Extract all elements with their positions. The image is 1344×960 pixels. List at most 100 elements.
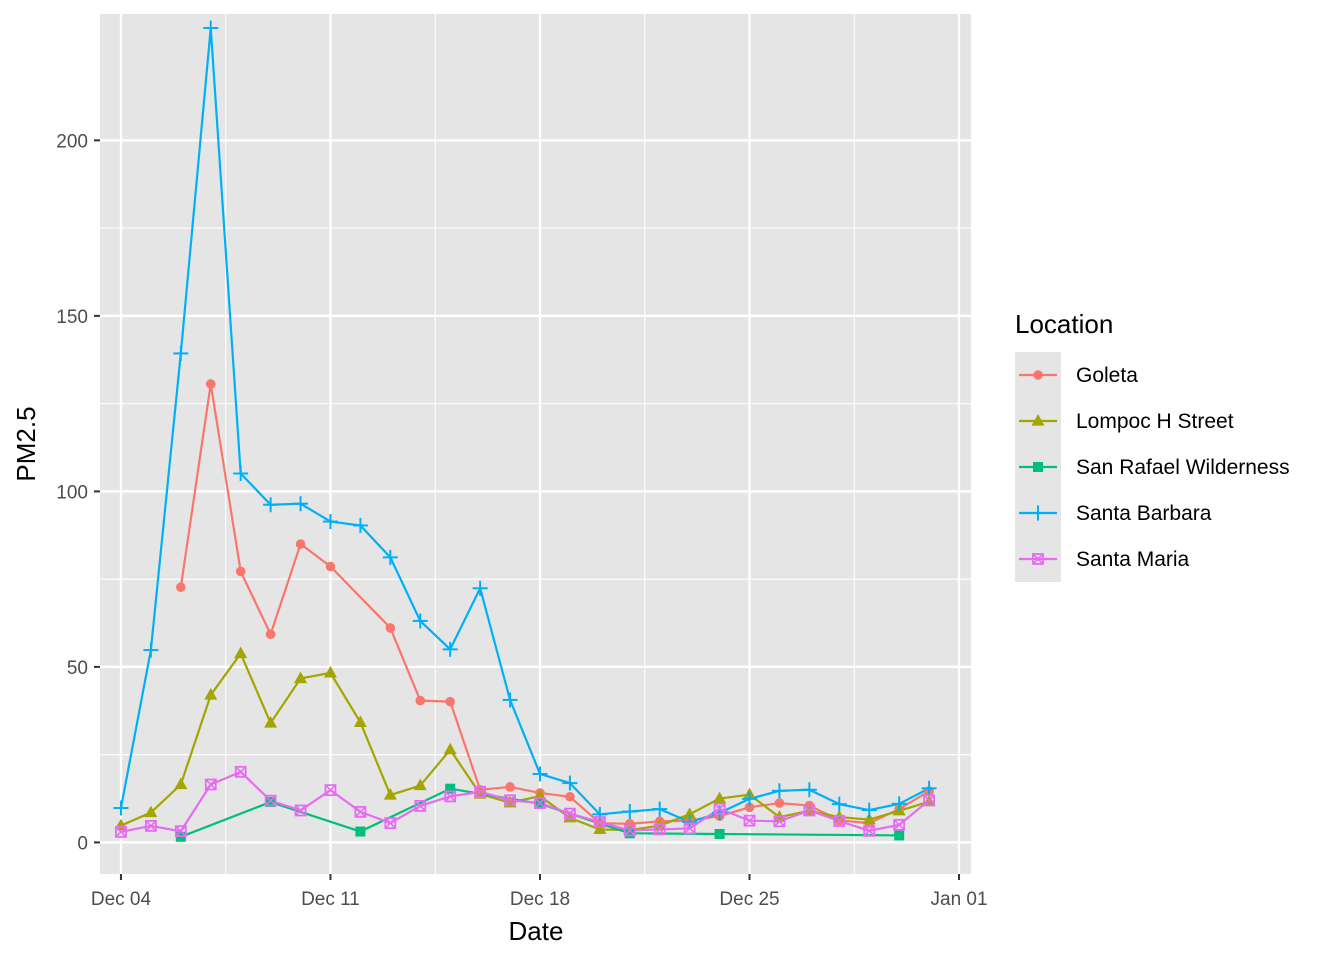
data-point-lompoc-h-street xyxy=(174,777,188,790)
data-point-santa-barbara xyxy=(352,517,368,533)
data-point-lompoc-h-street xyxy=(264,716,278,728)
data-point-santa-barbara xyxy=(532,766,548,782)
data-point-goleta xyxy=(744,802,755,813)
data-point-santa-maria xyxy=(593,816,606,828)
data-point-santa-maria xyxy=(444,790,457,803)
data-point-goleta xyxy=(505,782,515,792)
data-point-santa-barbara xyxy=(382,549,398,565)
data-point-santa-barbara xyxy=(412,613,428,629)
data-point-santa-maria xyxy=(773,815,786,828)
data-point-goleta xyxy=(176,582,186,593)
legend-item-santa-maria: Santa Maria xyxy=(1015,536,1190,582)
x-tick-label: Jan 01 xyxy=(931,889,988,910)
data-point-santa-maria xyxy=(713,802,726,815)
data-point-san-rafael-wilderness xyxy=(355,826,366,837)
legend-label: San Rafael Wilderness xyxy=(1076,456,1290,479)
x-axis: Dec 04 Dec 11 Dec 18 Dec 25 Jan 01 xyxy=(91,874,988,910)
data-point-santa-barbara xyxy=(622,804,638,820)
data-point-santa-maria xyxy=(623,824,636,837)
data-point-san-rafael-wilderness xyxy=(445,783,456,794)
data-point-lompoc-h-street xyxy=(294,671,308,684)
x-tick-label: Dec 18 xyxy=(510,889,570,910)
y-axis: 0 50 100 150 200 xyxy=(56,131,100,854)
series-markers xyxy=(113,20,937,842)
data-point-lompoc-h-street xyxy=(383,788,397,800)
series-line-lompoc-h-street xyxy=(120,652,930,832)
legend-label: Goleta xyxy=(1076,364,1138,387)
data-point-santa-maria xyxy=(534,797,546,809)
legend-key-marker xyxy=(1031,414,1045,426)
y-tick-label: 100 xyxy=(56,482,88,503)
legend-key-marker xyxy=(1030,505,1046,521)
legend-key-marker xyxy=(1033,370,1043,380)
data-point-santa-maria xyxy=(743,814,756,827)
data-point-santa-barbara xyxy=(891,796,907,812)
data-point-lompoc-h-street xyxy=(443,742,457,755)
data-point-santa-barbara xyxy=(293,496,309,512)
data-point-santa-barbara xyxy=(113,800,129,816)
data-point-santa-maria xyxy=(174,825,187,838)
data-point-santa-barbara xyxy=(143,642,159,658)
data-point-santa-maria xyxy=(833,815,846,827)
data-point-santa-maria xyxy=(294,804,307,817)
y-axis-title: PM2.5 xyxy=(11,406,41,481)
x-axis-title: Date xyxy=(509,916,564,946)
data-point-santa-maria xyxy=(683,822,696,835)
data-point-goleta xyxy=(205,379,216,389)
legend-label: Lompoc H Street xyxy=(1076,410,1234,433)
data-point-goleta xyxy=(235,566,246,577)
data-point-santa-barbara xyxy=(771,783,787,799)
data-point-santa-maria xyxy=(384,817,397,830)
data-point-san-rafael-wilderness xyxy=(714,828,725,839)
data-point-santa-barbara xyxy=(652,801,668,817)
data-point-goleta xyxy=(385,623,396,633)
data-point-santa-maria xyxy=(564,807,576,820)
data-point-lompoc-h-street xyxy=(593,822,607,835)
legend-item-goleta: Goleta xyxy=(1015,352,1138,398)
y-tick-label: 200 xyxy=(56,131,88,152)
data-point-goleta xyxy=(565,791,575,802)
x-tick-label: Dec 11 xyxy=(301,889,360,910)
legend-key-marker xyxy=(1033,462,1043,472)
legend-title: Location xyxy=(1015,309,1113,339)
data-point-goleta xyxy=(445,696,455,707)
data-point-santa-maria xyxy=(803,804,816,817)
x-tick-label: Dec 04 xyxy=(91,889,152,910)
data-point-santa-maria xyxy=(115,825,127,838)
series-line-santa-maria xyxy=(120,770,930,833)
data-point-santa-maria xyxy=(653,823,666,836)
data-point-santa-maria xyxy=(144,820,157,832)
data-point-santa-barbara xyxy=(861,802,877,818)
legend-key-marker xyxy=(1032,553,1044,565)
legend-item-santa-barbara: Santa Barbara xyxy=(1015,490,1212,536)
data-point-santa-barbara xyxy=(502,692,518,708)
data-point-goleta xyxy=(295,539,306,549)
data-point-santa-maria xyxy=(204,778,217,791)
data-point-santa-barbara xyxy=(263,497,279,513)
y-tick-label: 0 xyxy=(77,833,88,854)
data-point-santa-barbara xyxy=(921,780,937,796)
series-line-santa-barbara xyxy=(119,26,930,824)
data-point-lompoc-h-street xyxy=(353,715,367,727)
data-point-santa-barbara xyxy=(203,20,219,36)
data-point-santa-barbara xyxy=(442,641,458,657)
data-point-lompoc-h-street xyxy=(323,665,337,678)
data-point-santa-barbara xyxy=(472,580,488,596)
data-point-santa-maria xyxy=(324,784,337,797)
data-point-goleta xyxy=(265,629,276,640)
data-point-santa-maria xyxy=(504,794,516,807)
data-point-santa-maria xyxy=(264,794,277,807)
data-point-goleta xyxy=(325,561,336,572)
data-point-santa-barbara xyxy=(173,345,189,361)
grid-major xyxy=(100,14,971,874)
data-point-lompoc-h-street xyxy=(683,807,697,819)
data-point-santa-maria xyxy=(923,794,935,807)
data-point-lompoc-h-street xyxy=(563,810,577,823)
data-point-san-rafael-wilderness xyxy=(265,797,276,808)
data-point-santa-maria xyxy=(354,805,367,818)
data-point-santa-barbara xyxy=(233,465,249,481)
data-point-lompoc-h-street xyxy=(204,687,218,700)
x-tick-label: Dec 25 xyxy=(719,889,779,910)
data-point-santa-maria xyxy=(893,818,906,831)
